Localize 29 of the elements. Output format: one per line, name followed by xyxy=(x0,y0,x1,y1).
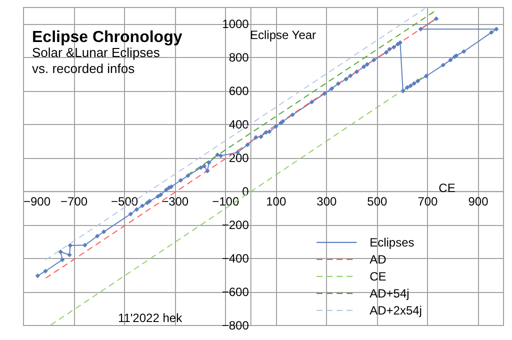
y-tick-label: 400 xyxy=(228,118,250,132)
text: Eclipse Chronology xyxy=(32,29,182,46)
x-tick-label: −500 xyxy=(111,194,138,209)
x-axis-title: CE xyxy=(438,181,456,195)
y-tick-label: −600 xyxy=(222,285,250,300)
legend-label: AD+2x54j xyxy=(370,303,422,318)
y-tick-label: 800 xyxy=(228,50,250,65)
x-tick-label: 500 xyxy=(367,194,388,209)
x-tick-label: 900 xyxy=(468,194,489,209)
x-tick-label: −700 xyxy=(60,194,88,209)
text: Solar &Lunar Eclipses vs. recorded infos xyxy=(32,45,160,76)
y-axis-title: Eclipse Year xyxy=(250,28,316,42)
legend-label: Eclipses xyxy=(370,235,414,250)
x-tick-label: −900 xyxy=(24,194,51,209)
annotation: 11'2022 hek xyxy=(118,311,184,325)
y-tick-label: 1000 xyxy=(222,17,250,32)
legend-label: AD xyxy=(370,252,387,266)
x-tick-label: −100 xyxy=(212,194,240,209)
x-tick-label: −300 xyxy=(162,194,189,209)
y-tick-label: −400 xyxy=(222,252,250,266)
y-tick-label: −800 xyxy=(222,318,250,332)
legend-label: CE xyxy=(370,269,386,284)
legend-label: AD+54j xyxy=(370,286,410,300)
x-tick-label: 100 xyxy=(266,194,286,209)
x-tick-label: 300 xyxy=(316,194,337,209)
y-tick-label: 200 xyxy=(228,151,250,166)
y-tick-label: 600 xyxy=(228,84,250,98)
y-tick-label: −200 xyxy=(222,218,250,232)
x-tick-label: 700 xyxy=(418,194,438,209)
